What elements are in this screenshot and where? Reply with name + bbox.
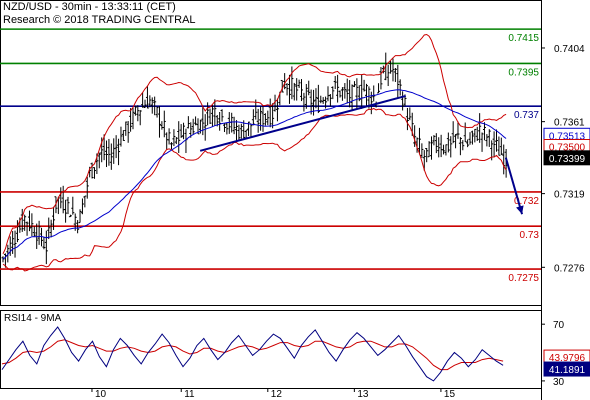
chart-credit: Research © 2018 TRADING CENTRAL	[3, 14, 196, 26]
forecast-arrow-shaft	[504, 157, 524, 215]
level-label: 0.7275	[508, 273, 539, 284]
x-tick-label: 12	[271, 389, 283, 400]
chart-title: NZD/USD - 30min - 13:33:11 (CET)	[3, 1, 176, 13]
price-tag-label: 0.73500	[549, 143, 586, 154]
x-tick-label: 11	[184, 389, 195, 400]
x-tick-label: 13	[357, 389, 369, 400]
rsi-value-tag-label: 41.1891	[549, 365, 586, 376]
price-tag-label: 0.73513	[549, 131, 586, 142]
level-label: 0.737	[514, 110, 539, 121]
forecast-arrow-head	[516, 205, 524, 215]
x-tick-label: 15	[444, 389, 456, 400]
level-label: 0.7415	[508, 33, 539, 44]
y-tick-label: 0.7404	[554, 44, 585, 55]
level-label: 0.732	[514, 196, 539, 207]
rsi-value-tag-box	[543, 361, 590, 377]
rsi-line	[1, 326, 504, 382]
moving-average	[2, 89, 507, 260]
y-tick-label: 0.7276	[554, 263, 585, 274]
bollinger-upper	[2, 33, 507, 255]
x-tick-label: 10	[95, 389, 107, 400]
rsi-y-tick-label: 30	[553, 377, 565, 388]
rsi-value-tag-label: 43.9796	[549, 353, 586, 364]
price-tag-box	[543, 150, 590, 166]
bollinger-lower	[2, 107, 507, 272]
rsi-title: RSI14 - 9MA	[4, 313, 62, 324]
rsi-ma-line	[1, 339, 504, 371]
rsi-y-tick-label: 70	[553, 320, 565, 331]
level-label: 0.7395	[508, 67, 539, 78]
y-tick-label: 0.7319	[554, 190, 585, 201]
rsi-panel-frame	[0, 310, 542, 389]
level-label: 0.73	[520, 230, 540, 241]
y-tick-label: 0.7361	[554, 118, 585, 129]
price-tag-label: 0.73399	[549, 154, 586, 165]
trendline	[199, 94, 407, 152]
